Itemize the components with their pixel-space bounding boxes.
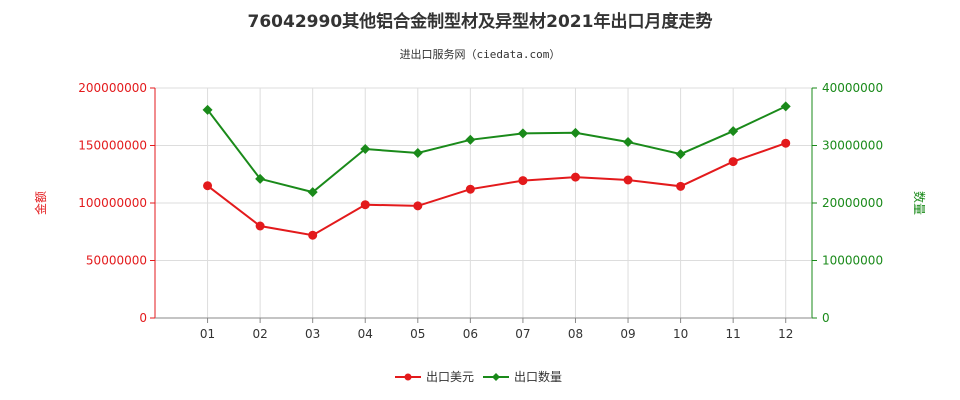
left-tick-label: 150000000 <box>78 139 147 153</box>
series-2-point <box>623 137 634 148</box>
x-tick-label: 10 <box>673 327 688 341</box>
legend-item-2[interactable]: 出口数量 <box>483 369 562 384</box>
chart-title: 76042990其他铝合金制型材及异型材2021年出口月度走势 <box>248 11 713 32</box>
series-1-point <box>676 181 686 191</box>
x-tick-label: 08 <box>568 327 583 341</box>
grid-lines <box>155 87 812 318</box>
series-2-point <box>780 101 791 112</box>
right-axis-ticks: 0 10000000 20000000 30000000 40000000 <box>812 81 883 325</box>
left-tick-label: 50000000 <box>86 254 147 268</box>
series-layer <box>202 101 791 240</box>
series-1-point <box>518 176 528 186</box>
series-1-point <box>570 172 580 182</box>
x-tick-label: 11 <box>726 327 741 341</box>
x-tick-label: 01 <box>200 327 215 341</box>
legend-marker <box>492 373 500 381</box>
series-1-point <box>465 184 475 194</box>
series-line-2 <box>206 105 787 194</box>
series-1-point <box>308 230 318 240</box>
series-2-point <box>360 143 371 154</box>
x-axis-ticks: 01 02 03 04 05 06 07 08 09 10 11 12 <box>200 318 793 341</box>
right-tick-label: 30000000 <box>822 139 883 153</box>
series-2-point <box>255 173 266 184</box>
legend[interactable]: 出口美元 出口数量 <box>395 369 562 384</box>
series-1-point <box>255 221 265 231</box>
left-tick-label: 0 <box>139 311 147 325</box>
series-2-point <box>412 147 423 158</box>
right-axis-title: 数量 <box>912 191 927 215</box>
x-tick-label: 03 <box>305 327 320 341</box>
x-tick-label: 05 <box>410 327 425 341</box>
series-1-point <box>623 175 633 185</box>
series-2-point <box>570 127 581 138</box>
series-2-point <box>517 128 528 139</box>
x-tick-label: 04 <box>358 327 373 341</box>
series-1-point <box>203 181 213 191</box>
series-2-point <box>202 104 213 115</box>
series-2-point <box>675 149 686 160</box>
left-axis-title: 金额 <box>33 191 48 215</box>
chart-subtitle: 进出口服务网（ciedata.com） <box>400 47 561 61</box>
series-2-point <box>307 187 318 198</box>
legend-label: 出口数量 <box>514 369 562 384</box>
legend-marker <box>404 373 412 381</box>
series-line-1 <box>206 142 787 237</box>
right-tick-label: 10000000 <box>822 254 883 268</box>
series-2-point <box>465 134 476 145</box>
series-1-point <box>728 157 738 167</box>
right-tick-label: 40000000 <box>822 81 883 95</box>
legend-label: 出口美元 <box>426 370 474 384</box>
x-tick-label: 09 <box>620 327 635 341</box>
right-tick-label: 0 <box>822 311 830 325</box>
x-tick-label: 07 <box>515 327 530 341</box>
left-axis-ticks: 0 50000000 100000000 150000000 200000000 <box>78 81 155 325</box>
x-tick-label: 06 <box>463 327 478 341</box>
x-tick-label: 12 <box>778 327 793 341</box>
left-tick-label: 200000000 <box>78 81 147 95</box>
series-1-point <box>360 200 370 210</box>
x-tick-label: 02 <box>252 327 267 341</box>
left-tick-label: 100000000 <box>78 196 147 210</box>
series-2-point <box>728 126 739 137</box>
series-1-point <box>781 138 791 148</box>
right-tick-label: 20000000 <box>822 196 883 210</box>
series-1-point <box>413 201 423 211</box>
legend-item-1[interactable]: 出口美元 <box>395 370 474 384</box>
